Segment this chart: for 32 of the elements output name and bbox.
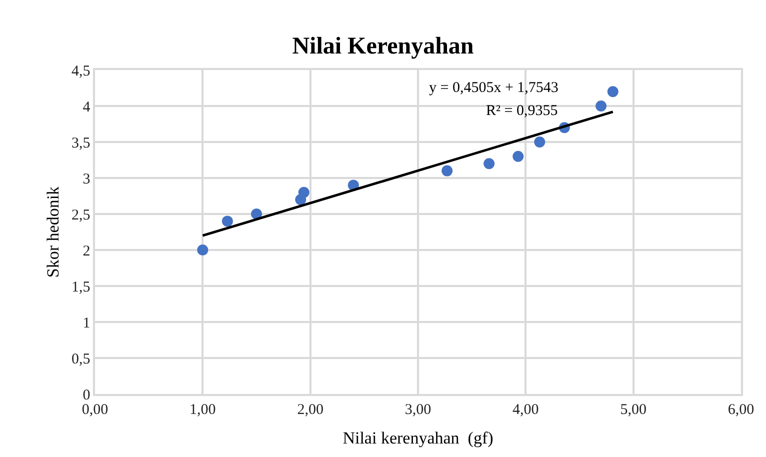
y-tick-label: 1,5 [72,279,90,296]
x-tick-label: 4,00 [512,402,539,418]
y-tick-label: 1 [82,315,90,332]
point [197,244,208,256]
x-tick-label: 6,00 [728,402,754,418]
y-tick-label: 0 [82,387,90,404]
point [251,208,262,220]
chart-title: Nilai Kerenyahan [292,33,474,60]
point [442,165,453,176]
x-tick-label: 0,00 [82,402,108,418]
y-tick-label: 2,5 [72,207,90,224]
point [484,158,495,170]
y-tick-label: 3 [82,171,90,188]
y-tick-label: 3,5 [72,135,90,152]
x-tick-label: 3,00 [404,402,432,418]
x-tick-label: 1,00 [190,402,216,418]
x-tick-label: 5,00 [620,402,646,418]
annotation: R² = 0,9355 [486,103,558,119]
x-axis-title: Nilai kerenyahan (gf) [342,428,494,448]
x-tick-label: 2,00 [297,402,324,418]
point [596,100,607,112]
y-axis-title: Skor hedonik [44,186,63,278]
point [222,216,233,227]
y-tick-label: 4,5 [72,63,90,80]
point [298,186,310,198]
y-tick-label: 4 [82,99,91,116]
point [607,86,618,98]
annotation: y = 0,4505x + 1,7543 [429,80,558,96]
y-tick-label: 2 [82,243,90,260]
point [534,136,546,148]
y-tick-label: 0,5 [72,351,90,368]
point [512,150,524,162]
